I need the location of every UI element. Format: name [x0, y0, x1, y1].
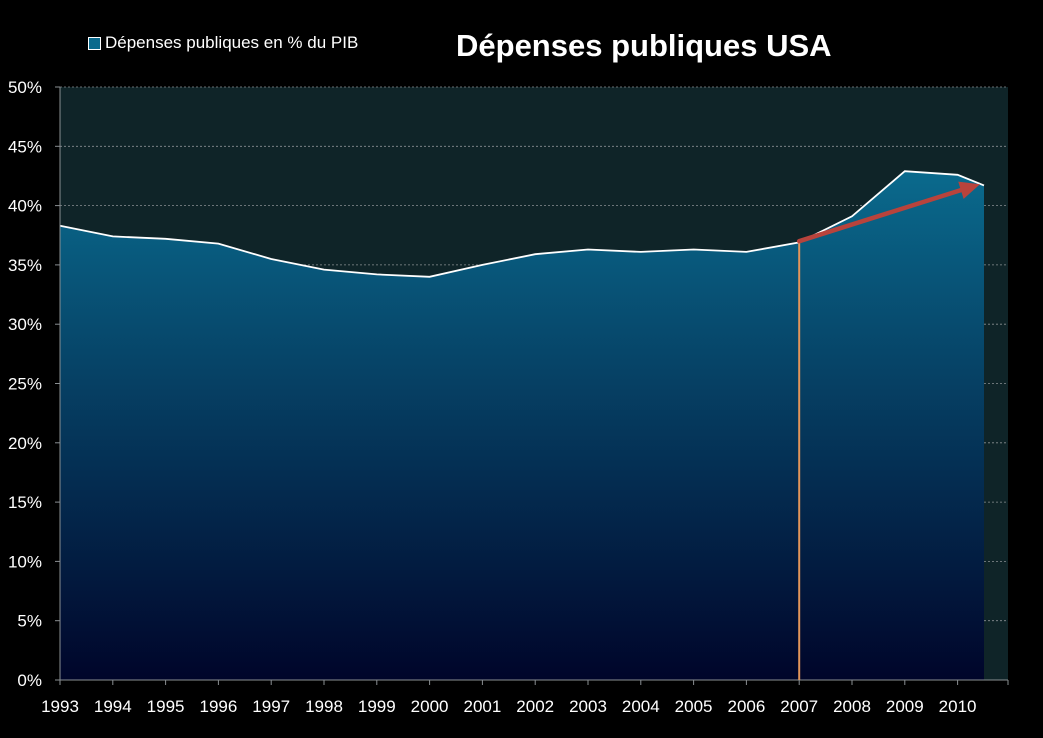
y-tick-label: 30%: [8, 315, 42, 334]
x-tick-label: 2010: [939, 697, 977, 716]
y-tick-label: 45%: [8, 137, 42, 156]
x-tick-labels: 1993 1994 1995 1996 1997 1998 1999 2000 2001 2002…: [41, 697, 976, 716]
x-tick-label: 2000: [411, 697, 449, 716]
x-tick-label: 2003: [569, 697, 607, 716]
y-tick-label: 35%: [8, 256, 42, 275]
x-tick-label: 1995: [147, 697, 185, 716]
legend-label: Dépenses publiques en % du PIB: [105, 33, 358, 53]
y-tick-label: 40%: [8, 197, 42, 216]
x-tick-label: 2007: [780, 697, 818, 716]
chart-title: Dépenses publiques USA: [456, 28, 832, 64]
x-tick-label: 2006: [727, 697, 765, 716]
x-tick-label: 1999: [358, 697, 396, 716]
x-tick-label: 1998: [305, 697, 343, 716]
x-tick-label: 1994: [94, 697, 132, 716]
y-tick-label: 50%: [8, 78, 42, 97]
y-tick-label: 0%: [17, 671, 42, 690]
y-tick-label: 10%: [8, 552, 42, 571]
x-tick-label: 1996: [199, 697, 237, 716]
x-tick-label: 2002: [516, 697, 554, 716]
x-tick-label: 2009: [886, 697, 924, 716]
x-tick-label: 1997: [252, 697, 290, 716]
y-tick-labels: 0% 5% 10% 15% 20% 25% 30% 35% 40% 45% 50%: [8, 78, 42, 690]
y-tick-label: 5%: [17, 612, 42, 631]
legend: Dépenses publiques en % du PIB: [88, 33, 358, 53]
y-tick-label: 20%: [8, 434, 42, 453]
x-tick-label: 2008: [833, 697, 871, 716]
x-tick-label: 2001: [463, 697, 501, 716]
x-tick-label: 2005: [675, 697, 713, 716]
y-tick-label: 25%: [8, 375, 42, 394]
x-tick-label: 2004: [622, 697, 660, 716]
y-tick-label: 15%: [8, 493, 42, 512]
x-tick-label: 1993: [41, 697, 79, 716]
legend-swatch: [88, 37, 101, 50]
